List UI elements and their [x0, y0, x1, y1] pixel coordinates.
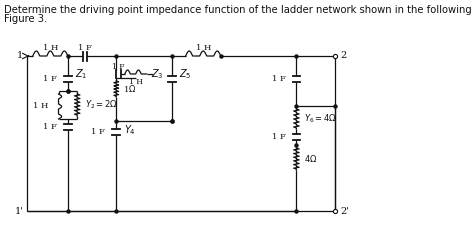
Text: 2': 2': [341, 207, 350, 216]
Text: Determine the driving point impedance function of the ladder network shown in th: Determine the driving point impedance fu…: [4, 5, 472, 15]
Text: 1 F: 1 F: [43, 75, 57, 83]
Text: $Y_4$: $Y_4$: [124, 123, 136, 137]
Text: $Y_6=4\Omega$: $Y_6=4\Omega$: [304, 113, 337, 125]
Text: 1 F: 1 F: [272, 75, 285, 83]
Text: 1 F: 1 F: [78, 44, 92, 52]
Text: 1: 1: [17, 51, 23, 60]
Text: $Z_5$: $Z_5$: [179, 67, 191, 81]
Text: $Z_3$: $Z_3$: [151, 67, 164, 81]
Text: $Z_1$: $Z_1$: [75, 67, 87, 81]
Text: 1 F: 1 F: [43, 123, 57, 131]
Text: 1 H: 1 H: [129, 78, 143, 86]
Text: $4\Omega$: $4\Omega$: [304, 154, 318, 164]
Text: 1 H: 1 H: [195, 44, 211, 52]
Text: 1 H: 1 H: [33, 102, 48, 110]
Text: 1 H: 1 H: [43, 44, 58, 52]
Text: 1 F: 1 F: [272, 133, 285, 141]
Text: 1$\Omega$: 1$\Omega$: [123, 83, 137, 94]
Text: $Y_2=2\Omega$: $Y_2=2\Omega$: [85, 99, 118, 111]
Text: 2: 2: [341, 52, 347, 61]
Text: Figure 3.: Figure 3.: [4, 14, 47, 24]
Text: 1 F: 1 F: [112, 63, 125, 71]
Text: 1 F: 1 F: [91, 128, 105, 136]
Text: 1': 1': [14, 207, 23, 216]
